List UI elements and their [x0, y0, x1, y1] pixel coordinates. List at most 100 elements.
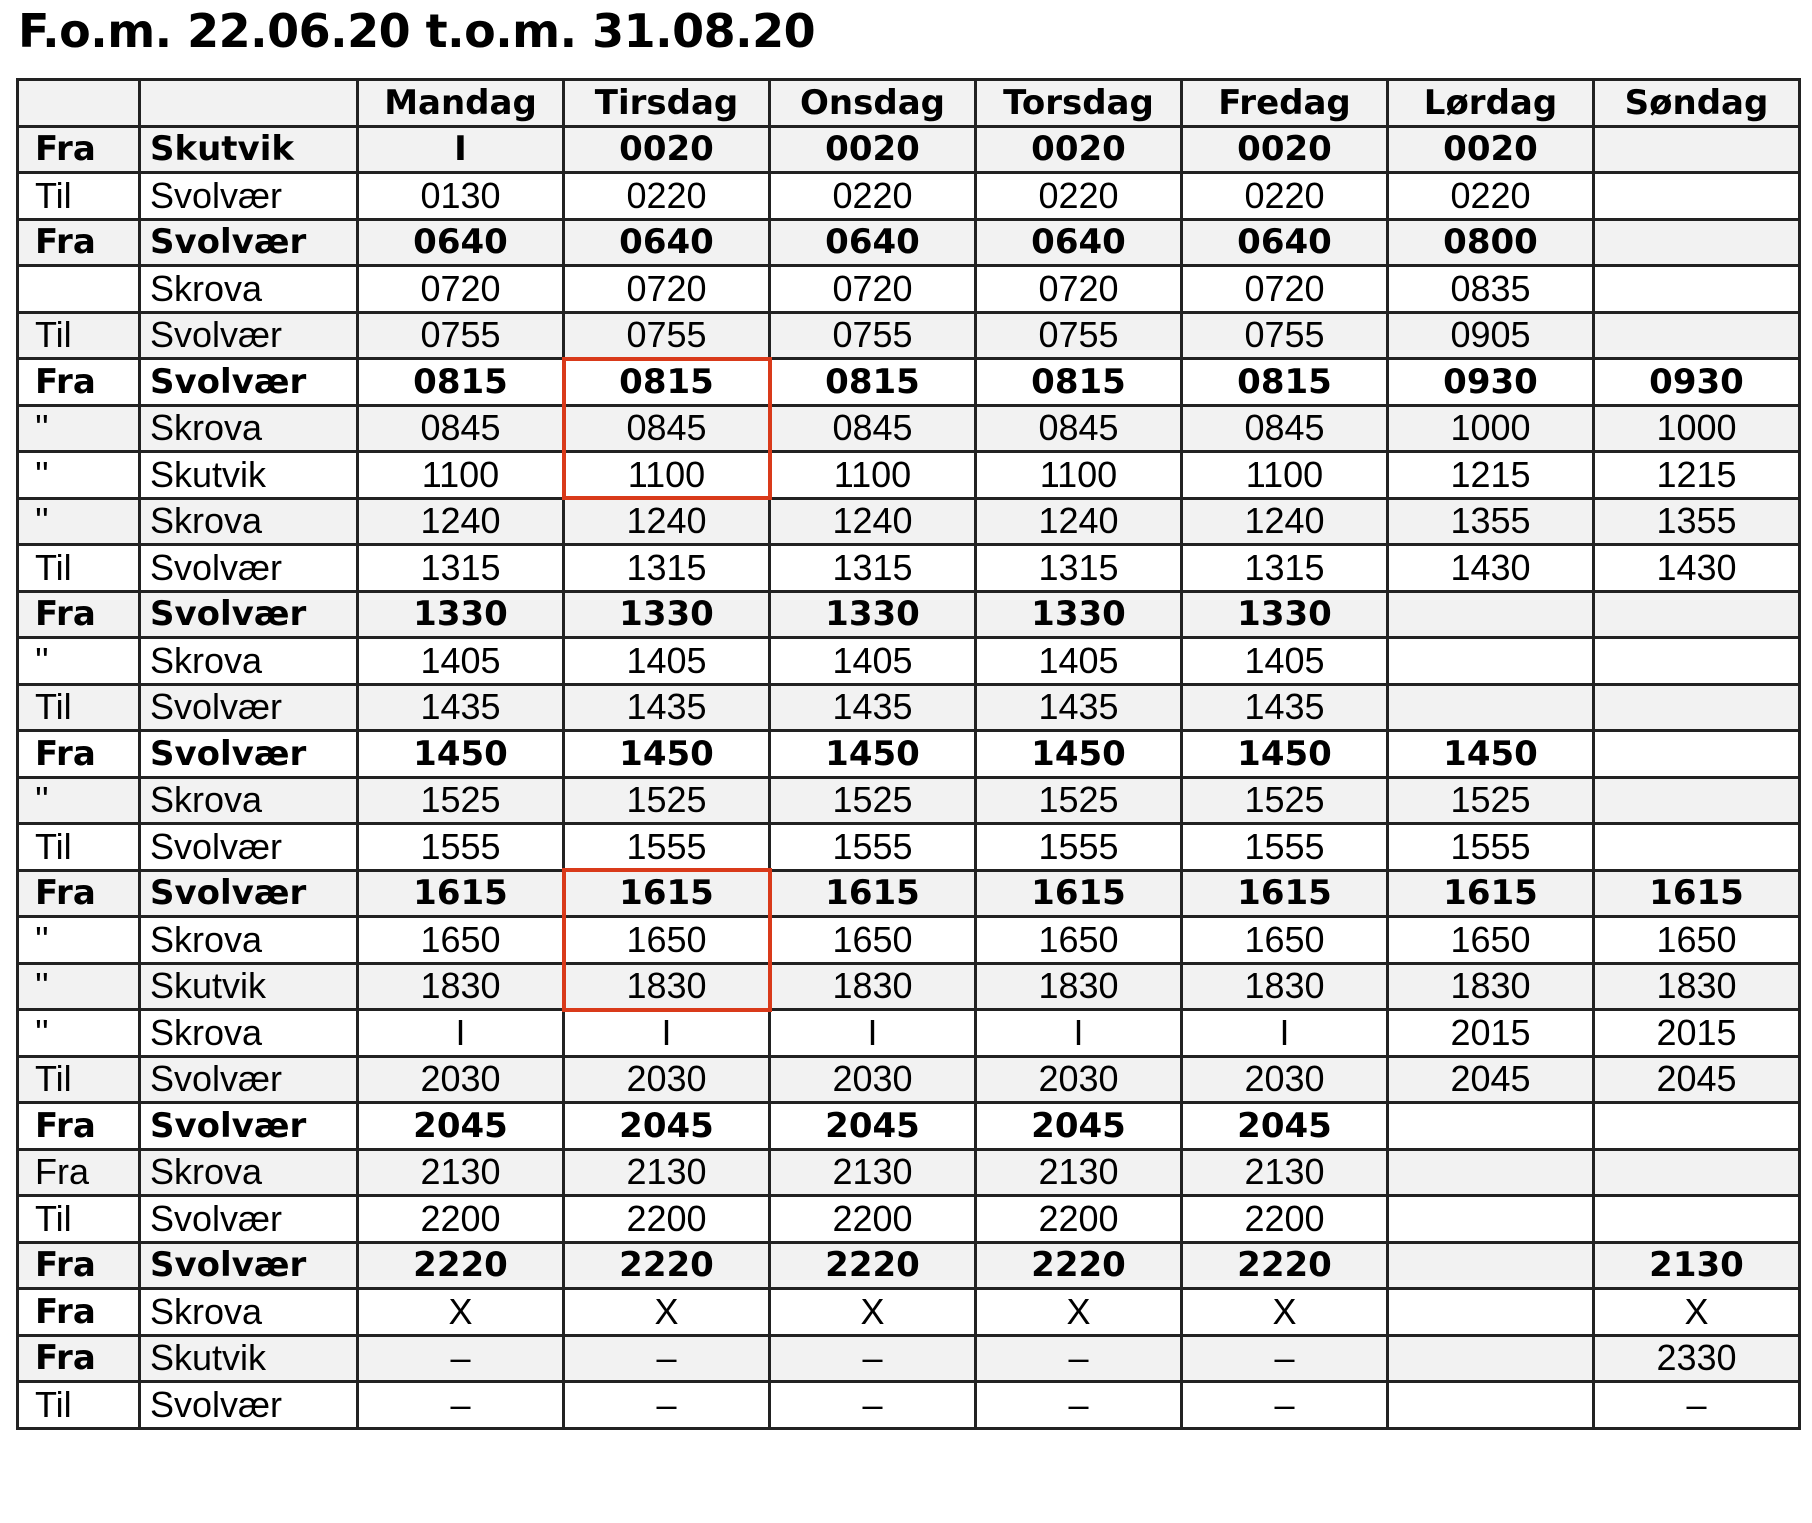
time-cell: –	[356, 1380, 565, 1430]
time-cell: 1330	[768, 589, 977, 639]
time-cell: 2220	[356, 1240, 565, 1290]
time-cell	[1592, 217, 1801, 267]
time-cell: 0815	[356, 357, 565, 407]
time-cell: 1650	[356, 915, 565, 965]
direction-cell: Fra	[16, 729, 141, 779]
time-cell: 1830	[356, 961, 565, 1011]
table-row: Fra Skutvik I 0020 0020 0020 0020 0020	[16, 124, 1801, 174]
direction-cell: Fra	[16, 1240, 141, 1290]
time-cell: 1100	[768, 450, 977, 500]
time-cell: 1525	[562, 775, 771, 825]
time-cell	[1592, 682, 1801, 732]
timetable-container: Mandag Tirsdag Onsdag Torsdag Fredag Lør…	[16, 78, 1801, 1430]
time-cell: 1650	[562, 915, 771, 965]
direction-cell: Til	[16, 822, 141, 872]
time-cell: 0755	[356, 310, 565, 360]
place-cell: Svolvær	[138, 589, 359, 639]
time-cell: 1240	[768, 496, 977, 546]
time-cell	[1592, 310, 1801, 360]
time-cell: 2030	[974, 1054, 1183, 1104]
time-cell: 0755	[1180, 310, 1389, 360]
table-row: '' Skrova 1525 1525 1525 1525 1525 1525	[16, 775, 1801, 825]
time-cell: 2030	[562, 1054, 771, 1104]
table-row: Til Svolvær 1315 1315 1315 1315 1315 1430 1430	[16, 543, 1801, 593]
time-cell: 1315	[768, 543, 977, 593]
time-cell: 1315	[1180, 543, 1389, 593]
time-cell	[1386, 1287, 1595, 1337]
place-cell: Svolvær	[138, 171, 359, 221]
place-cell: Svolvær	[138, 822, 359, 872]
time-cell: 2130	[768, 1147, 977, 1197]
place-cell: Skutvik	[138, 450, 359, 500]
time-cell: 0905	[1386, 310, 1595, 360]
time-cell: 0720	[1180, 264, 1389, 314]
time-cell	[1592, 264, 1801, 314]
direction-cell: ''	[16, 636, 141, 686]
time-cell: 1330	[562, 589, 771, 639]
time-cell: X	[768, 1287, 977, 1337]
time-cell	[1592, 1194, 1801, 1244]
time-cell: 2200	[356, 1194, 565, 1244]
table-row: '' Skrova I I I I I 2015 2015	[16, 1008, 1801, 1058]
time-cell: 1430	[1592, 543, 1801, 593]
time-cell: 0845	[768, 403, 977, 453]
place-cell: Svolvær	[138, 729, 359, 779]
header-blank-direction	[16, 78, 141, 128]
place-cell: Skrova	[138, 496, 359, 546]
time-cell: 0020	[974, 124, 1183, 174]
time-cell: 0640	[768, 217, 977, 267]
header-monday: Mandag	[356, 78, 565, 128]
direction-cell: Til	[16, 171, 141, 221]
time-cell: 1240	[356, 496, 565, 546]
time-cell: 1435	[1180, 682, 1389, 732]
header-friday: Fredag	[1180, 78, 1389, 128]
table-row: Fra Svolvær 0640 0640 0640 0640 0640 0800	[16, 217, 1801, 267]
time-cell: 1450	[1386, 729, 1595, 779]
time-cell: 0930	[1592, 357, 1801, 407]
place-cell: Svolvær	[138, 1240, 359, 1290]
place-cell: Skutvik	[138, 1333, 359, 1383]
time-cell: –	[1180, 1380, 1389, 1430]
time-cell: 1555	[1180, 822, 1389, 872]
table-row: Til Svolvær – – – – – –	[16, 1380, 1801, 1430]
place-cell: Svolvær	[138, 1194, 359, 1244]
time-cell	[1386, 1194, 1595, 1244]
time-cell: 1450	[768, 729, 977, 779]
time-cell: 1405	[974, 636, 1183, 686]
header-wednesday: Onsdag	[768, 78, 977, 128]
direction-cell: ''	[16, 1008, 141, 1058]
time-cell: X	[1592, 1287, 1801, 1337]
place-cell: Svolvær	[138, 310, 359, 360]
time-cell: 0930	[1386, 357, 1595, 407]
time-cell: I	[768, 1008, 977, 1058]
table-row: Fra Svolvær 0815 0815 0815 0815 0815 0930 0930	[16, 357, 1801, 407]
time-cell: –	[1592, 1380, 1801, 1430]
place-cell: Svolvær	[138, 682, 359, 732]
direction-cell: Til	[16, 1194, 141, 1244]
time-cell: 1405	[356, 636, 565, 686]
time-cell	[1386, 1240, 1595, 1290]
time-cell: 1615	[562, 868, 771, 918]
time-cell: 1315	[562, 543, 771, 593]
time-cell: 1650	[1386, 915, 1595, 965]
time-cell: 1450	[562, 729, 771, 779]
time-cell: 1525	[1386, 775, 1595, 825]
time-cell: 0220	[1386, 171, 1595, 221]
time-cell: 2045	[1180, 1101, 1389, 1151]
time-cell: 0020	[768, 124, 977, 174]
time-cell: X	[356, 1287, 565, 1337]
table-row: Fra Skutvik – – – – –2330	[16, 1333, 1801, 1383]
time-cell: 0845	[562, 403, 771, 453]
time-cell: 0845	[974, 403, 1183, 453]
place-cell: Skrova	[138, 915, 359, 965]
time-cell	[1592, 775, 1801, 825]
time-cell: 1615	[1592, 868, 1801, 918]
time-cell: 2015	[1386, 1008, 1595, 1058]
time-cell: –	[768, 1380, 977, 1430]
time-cell: 0815	[768, 357, 977, 407]
time-cell: 2015	[1592, 1008, 1801, 1058]
time-cell: 1330	[1180, 589, 1389, 639]
time-cell: 2045	[974, 1101, 1183, 1151]
table-row: Fra Svolvær 2220 2220 2220 2220 2220 2130	[16, 1240, 1801, 1290]
time-cell: 1100	[356, 450, 565, 500]
